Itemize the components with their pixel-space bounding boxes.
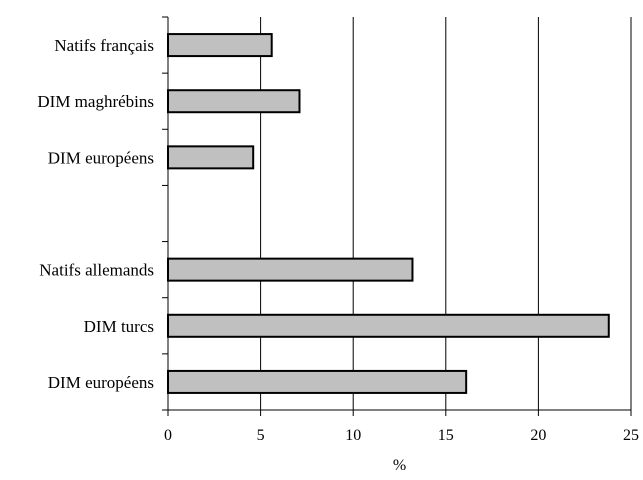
bar <box>167 145 255 170</box>
x-tick-label: 10 <box>345 427 361 444</box>
axes <box>162 16 632 416</box>
bar <box>167 33 273 58</box>
category-label: DIM maghrébins <box>37 92 154 111</box>
x-tick-label: 25 <box>623 427 639 444</box>
category-label: DIM européens <box>48 373 154 392</box>
labels: 0 5 10 15 20 25 Natifs français DIM maghrébins D… <box>37 36 639 444</box>
x-tick-label: 20 <box>530 427 546 444</box>
category-label: Natifs allemands <box>39 261 154 280</box>
bars <box>167 33 610 394</box>
x-tick-label: 15 <box>438 427 454 444</box>
x-tick-label: 5 <box>257 427 265 444</box>
bar <box>167 257 414 282</box>
x-axis-title: % <box>393 457 406 474</box>
gridlines <box>260 17 632 410</box>
bar <box>167 89 301 114</box>
category-label: DIM turcs <box>84 317 154 336</box>
x-tick-label: 0 <box>164 427 172 444</box>
category-label: DIM européens <box>48 148 154 167</box>
bar <box>167 369 468 394</box>
category-label: Natifs français <box>54 36 154 55</box>
bar <box>167 313 610 338</box>
